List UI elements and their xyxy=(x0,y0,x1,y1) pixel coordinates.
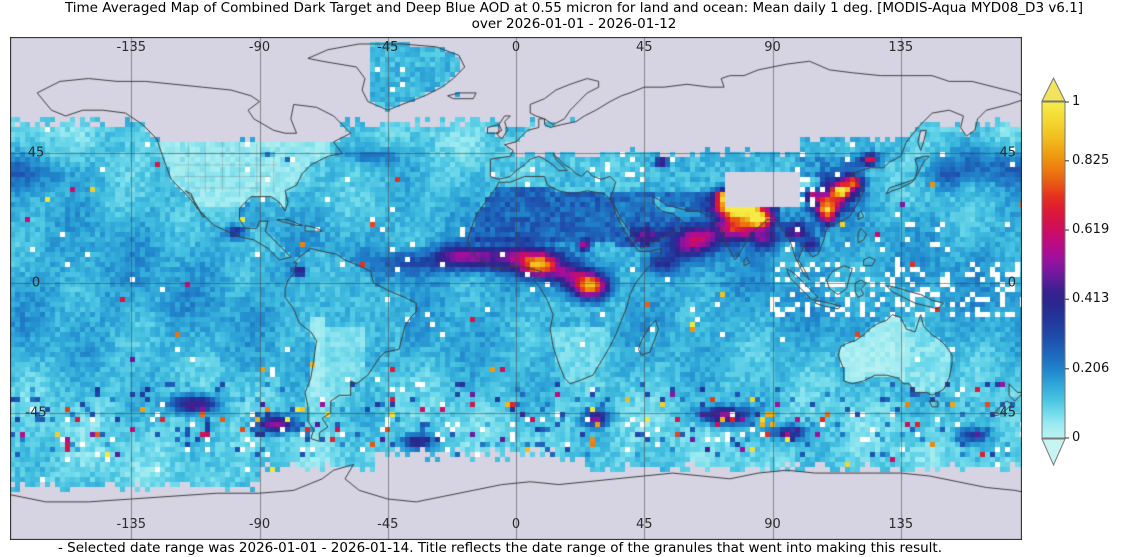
lat-tick-label-right: -45 xyxy=(994,405,1016,421)
lon-tick-label-top: -135 xyxy=(116,40,147,55)
colorbar-label: 0 xyxy=(1072,430,1081,445)
colorbar-gradient-bar xyxy=(1041,101,1066,439)
title-line-2: over 2026-01-01 - 2026-01-12 xyxy=(471,15,677,32)
lon-tick-label-top: -45 xyxy=(377,40,399,55)
lon-tick-label-top: 0 xyxy=(511,40,521,55)
lon-tick-label-top: -90 xyxy=(248,40,271,55)
colorbar-label: 0.825 xyxy=(1072,152,1110,168)
lon-tick-label-bottom: 45 xyxy=(635,517,653,532)
map-plot xyxy=(10,37,1022,540)
colorbar-label: 1 xyxy=(1072,94,1081,109)
lat-tick-label-left: -45 xyxy=(25,405,47,421)
lat-tick-label-left: 45 xyxy=(27,145,45,161)
lon-tick-label-bottom: -90 xyxy=(248,517,271,532)
lon-tick-label-top: 90 xyxy=(764,40,781,55)
lon-tick-label-top: 45 xyxy=(635,40,653,55)
footnote: - Selected date range was 2026-01-01 - 2… xyxy=(58,540,942,556)
colorbar-label: 0.619 xyxy=(1072,222,1110,238)
lat-tick-label-right: 0 xyxy=(1007,275,1016,291)
colorbar-label: 0.206 xyxy=(1072,360,1110,376)
lat-tick-label-right: 45 xyxy=(999,145,1016,161)
lon-tick-label-bottom: -135 xyxy=(116,517,147,532)
lon-tick-label-bottom: 135 xyxy=(888,517,914,532)
lon-tick-label-bottom: 90 xyxy=(764,517,781,532)
lat-tick-label-left: 0 xyxy=(31,275,41,291)
lon-tick-label-bottom: 0 xyxy=(511,517,521,532)
colorbar-label: 0.413 xyxy=(1072,291,1110,307)
title-line-1: Time Averaged Map of Combined Dark Targe… xyxy=(64,0,1084,16)
colorbar xyxy=(1041,76,1069,467)
colorbar-arrow-down-icon xyxy=(1041,438,1066,467)
page-title: Time Averaged Map of Combined Dark Targe… xyxy=(0,0,1148,32)
colorbar-arrow-up-icon xyxy=(1041,76,1066,102)
world-aod-heatmap-canvas xyxy=(10,37,1022,540)
lon-tick-label-top: 135 xyxy=(888,40,914,55)
lon-tick-label-bottom: -45 xyxy=(377,517,399,532)
